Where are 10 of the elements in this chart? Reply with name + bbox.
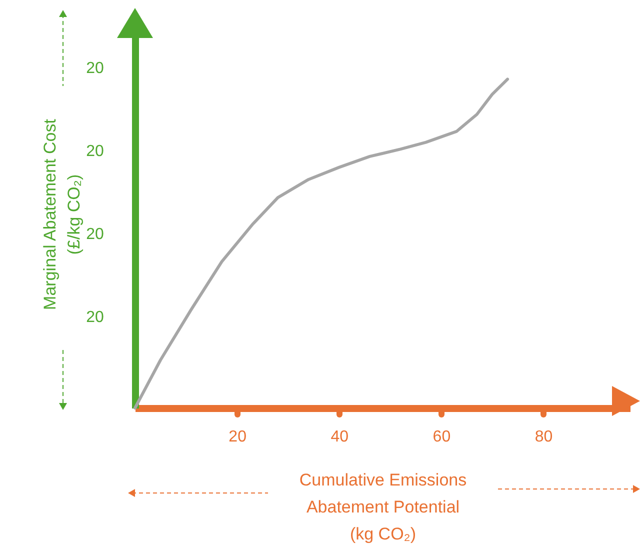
y-axis-title: Marginal Abatement Cost (£/kg CO₂) [40,118,84,310]
text: 20 [86,309,104,326]
x-tick-label: 80 [534,428,553,446]
text: 20 [86,226,104,243]
text: 20 [86,60,104,77]
x-axis-title: Cumulative Emissions Abatement Potential (kg CO₂) [299,470,467,544]
x-tick-label: 40 [330,428,349,446]
x-tick-label: 20 [228,428,247,446]
text: 20 [86,143,104,160]
x-tick-label: 60 [432,428,451,446]
